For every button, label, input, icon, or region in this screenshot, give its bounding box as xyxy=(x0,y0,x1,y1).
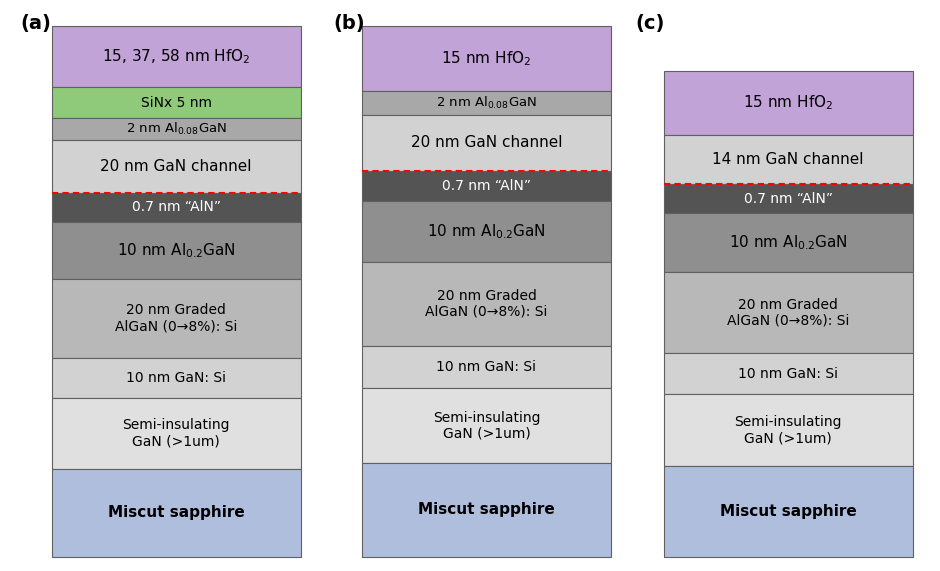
Bar xyxy=(52,87,301,118)
Bar xyxy=(52,140,301,194)
Bar xyxy=(362,463,611,557)
Text: 20 nm Graded
AlGaN (0→8%): Si: 20 nm Graded AlGaN (0→8%): Si xyxy=(425,289,548,319)
Text: 14 nm GaN channel: 14 nm GaN channel xyxy=(713,152,864,167)
Bar xyxy=(664,353,913,394)
Text: Miscut sapphire: Miscut sapphire xyxy=(108,505,244,520)
Text: 0.7 nm “AlN”: 0.7 nm “AlN” xyxy=(744,192,833,206)
Text: 10 nm Al$_{0.2}$GaN: 10 nm Al$_{0.2}$GaN xyxy=(428,222,545,240)
Text: 10 nm GaN: Si: 10 nm GaN: Si xyxy=(738,367,838,381)
Text: (b): (b) xyxy=(334,14,366,33)
Bar xyxy=(52,194,301,222)
Text: SiNx 5 nm: SiNx 5 nm xyxy=(141,96,212,110)
Bar xyxy=(362,171,611,201)
Text: 0.7 nm “AlN”: 0.7 nm “AlN” xyxy=(442,179,531,193)
Bar xyxy=(52,222,301,279)
Text: 20 nm Graded
AlGaN (0→8%): Si: 20 nm Graded AlGaN (0→8%): Si xyxy=(727,297,850,328)
Text: Semi-insulating
GaN (>1um): Semi-insulating GaN (>1um) xyxy=(734,415,842,445)
Text: (a): (a) xyxy=(21,14,52,33)
Bar xyxy=(664,272,913,353)
Bar xyxy=(362,26,611,91)
Bar xyxy=(362,91,611,115)
Text: 20 nm GaN channel: 20 nm GaN channel xyxy=(411,135,562,150)
Bar xyxy=(52,26,301,87)
Text: 10 nm GaN: Si: 10 nm GaN: Si xyxy=(436,360,537,374)
Bar xyxy=(362,346,611,388)
Text: 0.7 nm “AlN”: 0.7 nm “AlN” xyxy=(132,200,221,214)
Text: 2 nm Al$_{0.08}$GaN: 2 nm Al$_{0.08}$GaN xyxy=(126,121,227,138)
Text: 10 nm Al$_{0.2}$GaN: 10 nm Al$_{0.2}$GaN xyxy=(729,234,847,252)
Bar xyxy=(362,115,611,171)
Bar xyxy=(52,279,301,358)
Bar xyxy=(362,262,611,346)
Text: 20 nm Graded
AlGaN (0→8%): Si: 20 nm Graded AlGaN (0→8%): Si xyxy=(115,303,238,333)
Bar xyxy=(52,358,301,398)
Text: Miscut sapphire: Miscut sapphire xyxy=(720,504,856,519)
Bar xyxy=(664,394,913,467)
Text: 20 nm GaN channel: 20 nm GaN channel xyxy=(101,159,252,174)
Text: 10 nm Al$_{0.2}$GaN: 10 nm Al$_{0.2}$GaN xyxy=(118,241,235,260)
Text: (c): (c) xyxy=(635,14,665,33)
Bar xyxy=(362,388,611,463)
Bar xyxy=(664,135,913,184)
Bar xyxy=(52,469,301,557)
Text: Semi-insulating
GaN (>1um): Semi-insulating GaN (>1um) xyxy=(122,418,230,448)
Bar xyxy=(664,467,913,557)
Bar xyxy=(664,184,913,214)
Text: 15, 37, 58 nm HfO$_2$: 15, 37, 58 nm HfO$_2$ xyxy=(102,47,250,66)
Text: Miscut sapphire: Miscut sapphire xyxy=(418,502,555,517)
Bar xyxy=(52,118,301,140)
Text: 10 nm GaN: Si: 10 nm GaN: Si xyxy=(126,371,227,385)
Text: 15 nm HfO$_2$: 15 nm HfO$_2$ xyxy=(441,49,532,68)
Bar xyxy=(52,398,301,469)
Text: Semi-insulating
GaN (>1um): Semi-insulating GaN (>1um) xyxy=(432,411,540,441)
Bar xyxy=(664,214,913,272)
Text: 2 nm Al$_{0.08}$GaN: 2 nm Al$_{0.08}$GaN xyxy=(436,95,537,111)
Text: 15 nm HfO$_2$: 15 nm HfO$_2$ xyxy=(743,94,834,112)
Bar xyxy=(664,71,913,135)
Bar xyxy=(362,201,611,262)
